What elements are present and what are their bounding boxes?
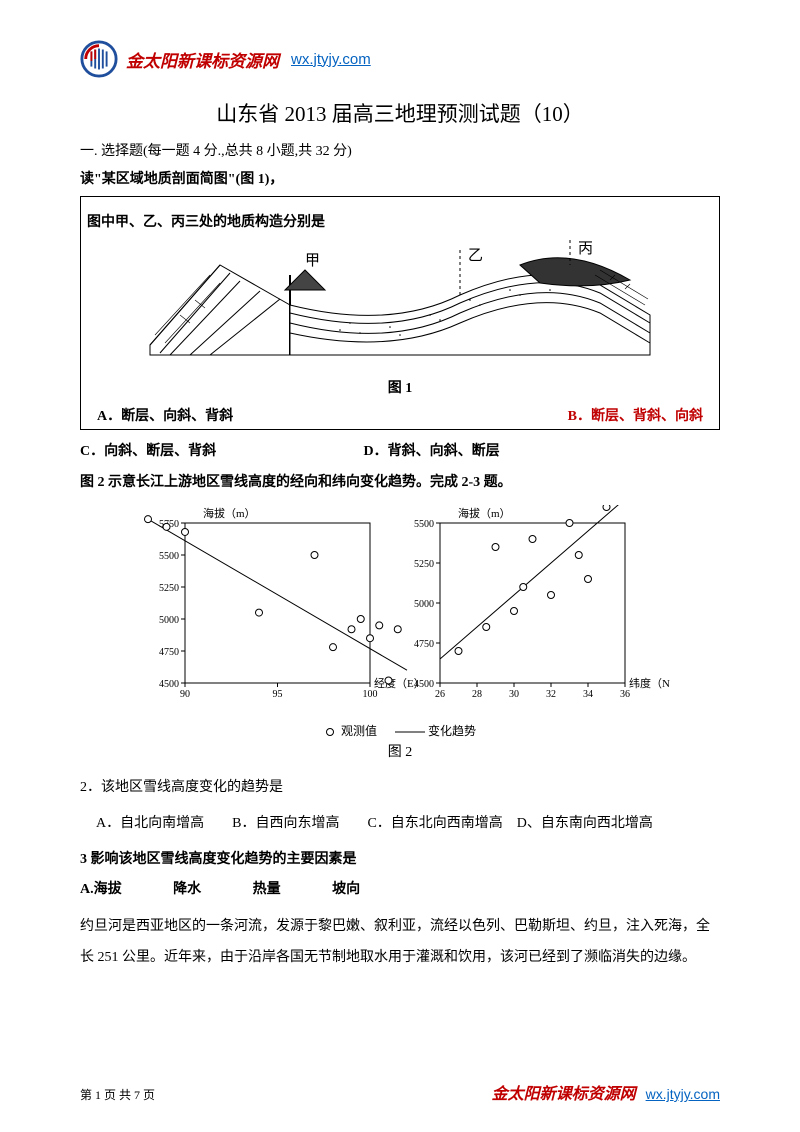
svg-text:100: 100 [363, 689, 378, 700]
svg-text:95: 95 [273, 689, 283, 700]
scatter-charts-icon: 海拔（m）经度（E）450047505000525055005750909510… [130, 505, 670, 715]
q3-opt-d: 坡向 [332, 878, 360, 898]
svg-text:36: 36 [620, 689, 630, 700]
svg-text:5500: 5500 [159, 551, 179, 562]
legend-obs: 观测值 [341, 724, 377, 738]
q1-opt-b: B．断层、背斜、向斜 [568, 405, 703, 425]
fig1-label: 图 1 [388, 377, 413, 397]
svg-text:4750: 4750 [159, 647, 179, 658]
q3-opt-c: 热量 [253, 878, 281, 898]
q3-opt-b: 降水 [173, 878, 201, 898]
q3-stem: 3 影响该地区雪线高度变化趋势的主要因素是 [80, 848, 720, 868]
svg-text:34: 34 [583, 689, 593, 700]
marker-bing: 丙 [578, 241, 593, 257]
q1-opt-a: A．断层、向斜、背斜 [97, 405, 233, 425]
svg-text:28: 28 [472, 689, 482, 700]
section-header: 一. 选择题(每一题 4 分.,总共 8 小题,共 32 分) [80, 140, 720, 160]
svg-text:32: 32 [546, 689, 556, 700]
footer-brand: 金太阳新课标资源网 [492, 1086, 636, 1103]
footer-page: 第 1 页 共 7 页 [80, 1086, 155, 1103]
svg-text:30: 30 [509, 689, 519, 700]
header-logo-block: 金太阳新课标资源网 wx.jtyjy.com [80, 40, 720, 78]
svg-text:海拔（m）: 海拔（m） [458, 506, 511, 520]
svg-text:4750: 4750 [414, 639, 434, 650]
page-footer: 第 1 页 共 7 页 金太阳新课标资源网 wx.jtyjy.com [80, 1080, 720, 1104]
scatter-legend: 观测值 变化趋势 [80, 722, 720, 739]
footer-link[interactable]: wx.jtyjy.com [646, 1086, 720, 1102]
geology-cross-section-icon: 甲 乙 丙 [140, 235, 660, 375]
brand-link[interactable]: wx.jtyjy.com [291, 51, 371, 68]
svg-text:90: 90 [180, 689, 190, 700]
marker-yi: 乙 [468, 248, 483, 264]
q1-sub: 图中甲、乙、丙三处的地质构造分别是 [87, 211, 713, 231]
q3-opt-a: A.海拔 [80, 878, 122, 898]
svg-text:5250: 5250 [414, 559, 434, 570]
paragraph-jordan: 约旦河是西亚地区的一条河流，发源于黎巴嫩、叙利亚，流经以色列、巴勒斯坦、约旦，注… [80, 912, 720, 974]
svg-text:5500: 5500 [414, 519, 434, 530]
q1-options-row1: A．断层、向斜、背斜 B．断层、背斜、向斜 [87, 405, 713, 425]
figure-2-wrap: 海拔（m）经度（E）450047505000525055005750909510… [80, 505, 720, 761]
q1-opt-d: D．背斜、向斜、断层 [364, 440, 500, 460]
marker-jia: 甲 [305, 253, 320, 269]
q2-intro: 图 2 示意长江上游地区雪线高度的经向和纬向变化趋势。完成 2-3 题。 [80, 470, 720, 497]
legend-trend: 变化趋势 [428, 724, 476, 738]
q1-opt-c: C．向斜、断层、背斜 [80, 440, 360, 460]
brand-logo-icon [80, 40, 118, 78]
svg-text:4500: 4500 [414, 679, 434, 690]
svg-text:纬度（N）: 纬度（N） [629, 676, 670, 690]
svg-text:26: 26 [435, 689, 445, 700]
q1-options-row2: C．向斜、断层、背斜 D．背斜、向斜、断层 [80, 440, 720, 460]
svg-text:5000: 5000 [414, 599, 434, 610]
svg-text:5000: 5000 [159, 615, 179, 626]
svg-text:4500: 4500 [159, 679, 179, 690]
q1-intro: 读"某区域地质剖面简图"(图 1)， [80, 168, 720, 188]
q2-options: A．自北向南增高 B．自西向东增高 C．自东北向西南增高 D、自东南向西北增高 [96, 811, 720, 838]
page-title: 山东省 2013 届高三地理预测试题（10） [80, 98, 720, 128]
fig2-label: 图 2 [80, 741, 720, 761]
svg-text:5250: 5250 [159, 583, 179, 594]
q2-stem: 2．该地区雪线高度变化的趋势是 [80, 775, 720, 802]
figure-1-box: 图中甲、乙、丙三处的地质构造分别是 [80, 196, 720, 430]
brand-text: 金太阳新课标资源网 [126, 47, 279, 72]
svg-text:海拔（m）: 海拔（m） [203, 506, 256, 520]
q3-options: A.海拔 降水 热量 坡向 [80, 878, 720, 898]
